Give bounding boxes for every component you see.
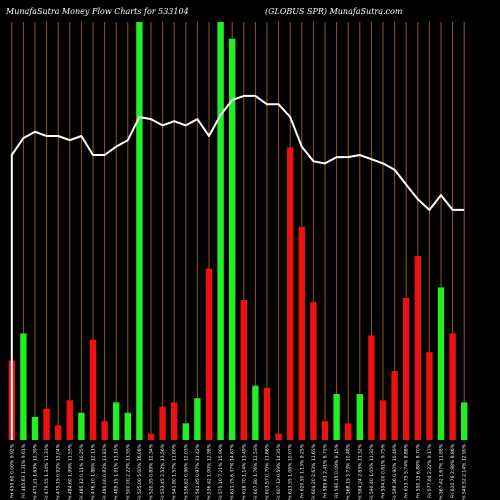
- x-tick-label: 17 Fri 489.15 1.91% 13.15%: [114, 443, 120, 500]
- x-tick-label: 15 Fri 575.10 7.21% 15.90%: [218, 443, 224, 500]
- money-flow-bar: [205, 268, 213, 440]
- money-flow-bar: [298, 226, 305, 440]
- money-flow-bar: [461, 402, 468, 440]
- money-flow-bar: [391, 371, 398, 440]
- x-tick-label: 22 Fri 536.42 1.00% 12.98%: [207, 443, 213, 500]
- x-tick-label: 12 Fri 577.04 2.22% 9.17%: [427, 443, 433, 500]
- money-flow-bar: [78, 412, 85, 440]
- x-tick-label: 08 Fri 611.75 6.37% 14.87%: [230, 443, 236, 500]
- x-tick-label: 29 Fri 541.85 0.97% 11.42%: [195, 443, 201, 500]
- money-flow-bar: [252, 385, 259, 440]
- x-tick-label: 24 Fri 480.00 0.82% 13.82%: [102, 443, 108, 500]
- x-tick-label: 22 Fri 549.52 2.14% 12.90%: [462, 443, 468, 500]
- x-tick-label: 05 Fri 567.42 1.67% 11.88%: [439, 443, 445, 500]
- x-tick-label: 21 Fri 475.15 0.92% 15.04%: [56, 443, 62, 500]
- x-tick-label: 03 Fri 599.36 0.90% 10.49%: [392, 443, 398, 500]
- x-tick-label: 14 Fri 484.60 1.99% 11.55%: [67, 443, 73, 500]
- x-tick-label: 04 Fri 613.55 1.06% 10.07%: [288, 443, 294, 500]
- chart-subtitle: (GLOBUS SPR) MunafaSutra.com: [265, 7, 403, 16]
- money-flow-bar: [194, 398, 201, 440]
- money-flow-bar: [437, 287, 445, 440]
- money-flow-bar: [310, 302, 317, 440]
- money-flow-bar: [147, 433, 155, 440]
- chart-title: MunafaSutra Money Flow Charts for 533104: [5, 7, 189, 16]
- money-flow-bar: [356, 394, 363, 440]
- money-flow-bar: [287, 147, 294, 440]
- money-flow-bar: [66, 400, 73, 440]
- x-tick-label: 17 Fri 590.40 1.05% 11.32%: [369, 443, 375, 500]
- money-flow-bar: [263, 387, 271, 441]
- x-tick-label: 01 Fri 618.70 1.14% 13.49%: [241, 443, 247, 500]
- money-flow-bar: [159, 406, 166, 440]
- x-tick-label: 24 Fri 584.24 2.83% 11.32%: [357, 443, 363, 500]
- money-flow-bar: [379, 400, 387, 440]
- x-tick-label: 03 Fri 525.00 5.00% 16.08%: [137, 443, 143, 500]
- money-flow-bar: [182, 423, 189, 440]
- money-flow-bar: [229, 38, 236, 440]
- x-tick-label: 27 Fri 520.35 0.89% 12.34%: [149, 443, 155, 500]
- money-flow-bar: [43, 408, 50, 440]
- x-tick-label: 10 Fri 500.00 2.22% 13.55%: [125, 443, 131, 500]
- x-tick-label: 21 Fri 604.20 2.63% 11.65%: [311, 443, 317, 500]
- money-flow-bar: [403, 297, 410, 440]
- x-tick-label: 31 Fri 476.10 1.86% 12.11%: [91, 443, 97, 500]
- x-tick-label: 31 Fri 568.15 3.73% 10.48%: [346, 443, 352, 500]
- x-tick-label: 25 Fri 607.80 1.76% 12.53%: [253, 443, 259, 500]
- money-flow-bar: [333, 394, 340, 440]
- money-flow-bar: [426, 352, 433, 440]
- x-tick-label: 07 Fri 485.12 0.11% 10.25%: [79, 443, 85, 500]
- x-tick-label: 14 Fri 589.63 2.41% 8.72%: [323, 443, 329, 500]
- x-tick-label: 10 Fri 594.00 0.61% 9.75%: [381, 443, 387, 500]
- money-flow-bar: [449, 333, 456, 440]
- x-tick-label: 11 Fri 465.63 1.31% 9.61%: [21, 443, 27, 500]
- money-flow-bar: [240, 300, 247, 440]
- money-flow-bar: [321, 421, 329, 440]
- x-tick-label: 28 Fri 479.55 1.34% 11.33%: [44, 443, 50, 500]
- money-flow-bar: [31, 417, 39, 440]
- x-tick-label: 20 Fri 533.45 2.52% 13.56%: [160, 443, 166, 500]
- x-axis-labels: 18 Fri 459.60 0.00% 9.92% 11 Fri 465.63 1…: [9, 443, 467, 500]
- money-flow-bars: [8, 22, 468, 441]
- x-tick-label: 26 Fri 633.75 5.74% 8.88%: [404, 443, 410, 500]
- money-flow-bar: [101, 421, 108, 440]
- price-line: [10, 94, 465, 440]
- money-flow-bar: [345, 423, 352, 440]
- money-flow-bar: [124, 412, 131, 440]
- x-tick-label: 04 Fri 473.21 1.63% 12.39%: [33, 443, 39, 500]
- x-tick-label: 28 Fri 620.50 1.13% 9.25%: [299, 443, 305, 500]
- x-tick-label: 19 Fri 590.15 6.88% 8.70%: [415, 443, 421, 500]
- x-tick-label: 18 Fri 459.60 0.00% 9.92%: [9, 443, 15, 500]
- money-flow-bar: [136, 22, 143, 440]
- money-flow-bar: [414, 256, 421, 440]
- x-tick-label: 06 Fri 536.62 0.96% 12.03%: [183, 443, 189, 500]
- x-tick-label: 29 Fri 610.76 2.98% 8.86%: [450, 443, 456, 500]
- x-tick-label: 13 Fri 541.80 1.57% 11.80%: [172, 443, 178, 500]
- x-tick-label: 18 Fri 603.57 0.70% 11.66%: [265, 443, 271, 500]
- money-flow-bar: [275, 433, 282, 440]
- money-flow-bar: [55, 425, 62, 440]
- x-tick-label: 07 Fri 590.15 0.09% 9.15%: [334, 443, 340, 500]
- money-flow-bar: [217, 22, 224, 440]
- money-flow-bar: [171, 402, 178, 440]
- x-tick-label: 11 Fri 607.12 0.59% 14.35%: [276, 443, 282, 500]
- money-flow-bar: [368, 335, 375, 440]
- money-flow-bar: [89, 339, 97, 440]
- money-flow-bar: [113, 402, 120, 440]
- money-flow-bar: [20, 333, 27, 440]
